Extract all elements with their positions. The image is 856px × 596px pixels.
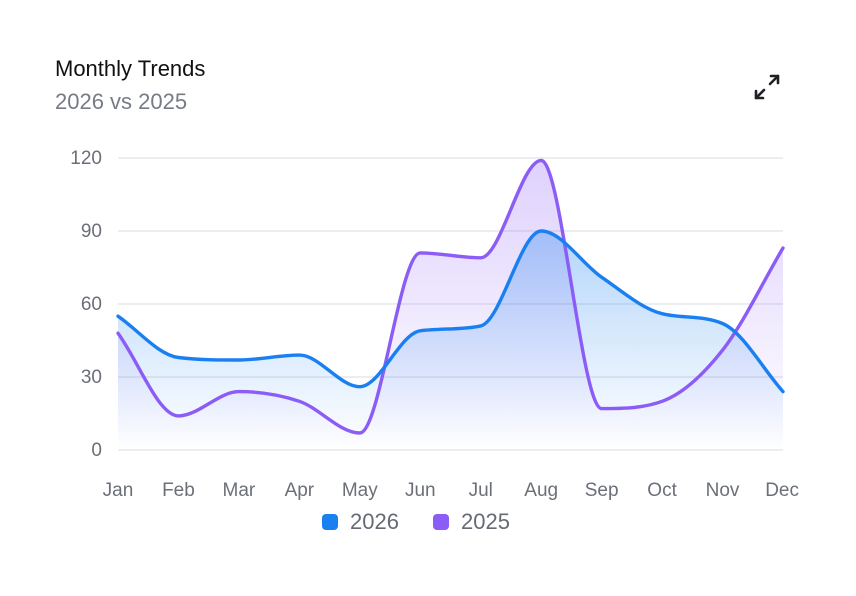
x-tick-label-jun: Jun — [405, 480, 436, 501]
data-point-2026-jul[interactable] — [476, 321, 486, 331]
x-tick-label-oct: Oct — [647, 480, 677, 501]
expand-icon — [754, 74, 780, 100]
legend-label-2026: 2026 — [350, 509, 399, 534]
data-point-2026-may[interactable] — [355, 382, 365, 392]
y-tick-label: 60 — [81, 294, 102, 315]
legend-item-2026[interactable]: 2026 — [322, 509, 399, 535]
data-point-2025-nov[interactable] — [718, 345, 728, 355]
x-tick-label-apr: Apr — [285, 480, 315, 501]
y-tick-label: 90 — [81, 221, 102, 242]
chart-legend: 2026 2025 — [0, 509, 844, 535]
data-point-2025-jan[interactable] — [113, 328, 123, 338]
x-tick-label-sep: Sep — [585, 480, 619, 501]
data-point-2025-mar[interactable] — [234, 387, 244, 397]
data-point-2025-may[interactable] — [355, 428, 365, 438]
legend-swatch-2025 — [433, 514, 449, 530]
expand-button[interactable] — [748, 68, 786, 106]
data-point-2025-apr[interactable] — [294, 396, 304, 406]
data-point-2026-mar[interactable] — [234, 355, 244, 365]
series-line-2026 — [116, 229, 785, 394]
x-tick-label-mar: Mar — [223, 480, 256, 501]
data-point-2026-oct[interactable] — [657, 309, 667, 319]
y-tick-label: 30 — [81, 367, 102, 388]
x-tick-label-aug: Aug — [524, 480, 558, 501]
x-tick-label-nov: Nov — [706, 480, 740, 501]
data-point-2025-jun[interactable] — [415, 248, 425, 258]
data-point-2026-sep[interactable] — [597, 272, 607, 282]
data-point-2026-feb[interactable] — [173, 353, 183, 363]
data-point-2026-jan[interactable] — [113, 311, 123, 321]
data-point-2025-oct[interactable] — [657, 396, 667, 406]
x-tick-label-jan: Jan — [103, 480, 134, 501]
data-point-2026-jun[interactable] — [415, 326, 425, 336]
chart-subtitle: 2026 vs 2025 — [55, 89, 188, 114]
legend-label-2025: 2025 — [461, 509, 510, 534]
x-tick-label-feb: Feb — [162, 480, 195, 501]
data-point-2026-dec[interactable] — [778, 387, 788, 397]
data-point-2026-nov[interactable] — [718, 318, 728, 328]
y-tick-label: 120 — [70, 148, 102, 169]
legend-item-2025[interactable]: 2025 — [433, 509, 510, 535]
x-tick-label-may: May — [342, 480, 378, 501]
x-tick-label-jul: Jul — [469, 480, 493, 501]
legend-swatch-2026 — [322, 514, 339, 530]
data-point-2025-feb[interactable] — [173, 411, 183, 421]
series-line-2025 — [116, 158, 785, 435]
data-point-2025-jul[interactable] — [476, 253, 486, 263]
data-point-2025-dec[interactable] — [778, 243, 788, 253]
data-point-2025-sep[interactable] — [597, 404, 607, 414]
x-tick-label-dec: Dec — [765, 480, 799, 501]
chart-title: Monthly Trends — [55, 56, 206, 81]
data-point-2026-aug[interactable] — [536, 226, 546, 236]
y-tick-label: 0 — [91, 440, 102, 461]
area-fill-2025 — [118, 160, 783, 450]
data-point-2025-aug[interactable] — [536, 155, 546, 165]
data-point-2026-apr[interactable] — [294, 350, 304, 360]
